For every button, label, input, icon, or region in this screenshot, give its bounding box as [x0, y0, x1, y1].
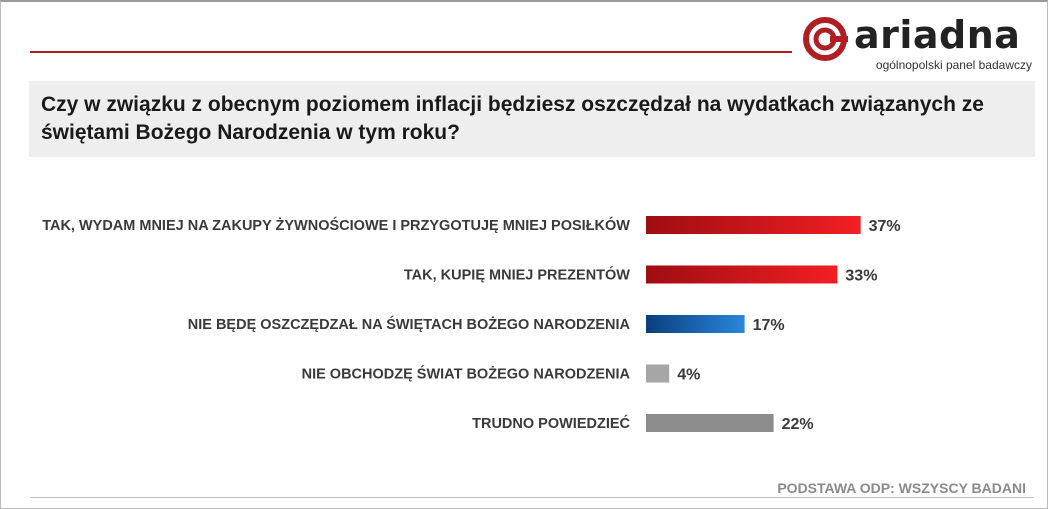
category-label: TRUDNO POWIEDZIEĆ	[472, 414, 630, 432]
value-label: 22%	[782, 416, 814, 433]
brand-name: ariadna	[854, 13, 1021, 57]
brand-logo: ariadna ogólnopolski panel badawczy	[802, 13, 1034, 72]
bar	[646, 315, 745, 333]
bar	[646, 364, 670, 383]
category-label: TAK, KUPIĘ MNIEJ PREZENTÓW	[404, 266, 630, 284]
header-rule	[30, 51, 792, 53]
survey-question: Czy w związku z obecnym poziomem inflacj…	[29, 81, 1035, 157]
value-label: 17%	[753, 317, 785, 334]
bar-chart: TAK, WYDAM MNIEJ NA ZAKUPY ŻYWNOŚCIOWE I…	[42, 216, 901, 433]
category-label: TAK, WYDAM MNIEJ NA ZAKUPY ŻYWNOŚCIOWE I…	[42, 216, 630, 234]
footer-rule	[30, 497, 1034, 498]
value-label: 37%	[869, 218, 901, 235]
bar	[646, 414, 774, 432]
category-label: NIE OBCHODZĘ ŚWIAT BOŻEGO NARODZENIA	[302, 365, 631, 383]
category-label: NIE BĘDĘ OSZCZĘDZAŁ NA ŚWIĘTACH BOŻEGO N…	[188, 315, 631, 333]
bar	[646, 216, 861, 234]
value-label: 4%	[677, 367, 700, 384]
ariadna-spiral-logo-icon	[803, 17, 848, 61]
brand-tagline: ogólnopolski panel badawczy	[875, 58, 1032, 72]
base-note: PODSTAWA ODP: WSZYSCY BADANI	[777, 480, 1026, 496]
bar	[646, 265, 838, 284]
value-label: 33%	[845, 268, 877, 285]
